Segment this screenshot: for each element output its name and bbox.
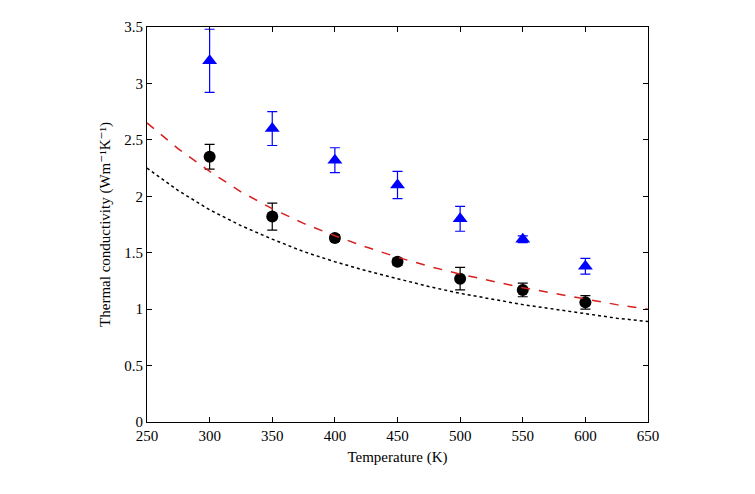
svg-text:1.5: 1.5 — [124, 245, 143, 261]
svg-text:350: 350 — [261, 428, 284, 444]
svg-text:400: 400 — [324, 428, 347, 444]
svg-text:Temperature (K): Temperature (K) — [347, 449, 447, 466]
svg-text:650: 650 — [637, 428, 660, 444]
svg-text:2: 2 — [136, 189, 144, 205]
svg-text:1: 1 — [136, 301, 144, 317]
svg-text:2.5: 2.5 — [124, 132, 143, 148]
svg-text:500: 500 — [449, 428, 472, 444]
svg-text:0.5: 0.5 — [124, 358, 143, 374]
svg-text:300: 300 — [198, 428, 221, 444]
svg-text:250: 250 — [136, 428, 159, 444]
svg-text:3: 3 — [136, 76, 144, 92]
svg-text:450: 450 — [386, 428, 409, 444]
svg-text:Thermal conductivity (Wm⁻¹K⁻¹): Thermal conductivity (Wm⁻¹K⁻¹) — [97, 122, 114, 327]
svg-text:550: 550 — [512, 428, 535, 444]
svg-text:600: 600 — [574, 428, 597, 444]
svg-text:0: 0 — [136, 414, 144, 430]
svg-text:3.5: 3.5 — [124, 19, 143, 35]
